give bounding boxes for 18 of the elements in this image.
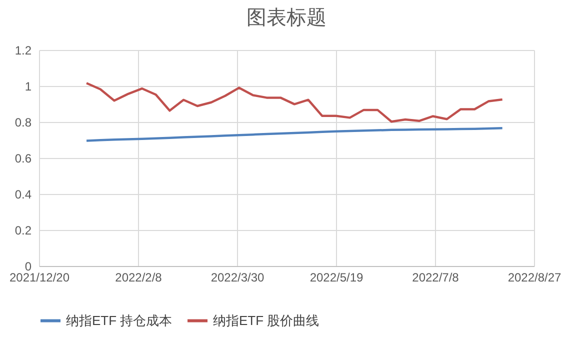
y-tick-label: 1 <box>24 80 32 94</box>
x-tick-label: 2022/8/27 <box>508 270 562 284</box>
y-tick-label: 0.2 <box>14 224 32 238</box>
line-series <box>85 126 504 142</box>
legend-label: 纳指ETF 持仓成本 <box>66 312 172 328</box>
chart-title: 图表标题 <box>246 7 326 29</box>
x-tick-label: 2021/12/20 <box>9 270 70 284</box>
y-tick-label: 0 <box>24 260 32 274</box>
y-tick-label: 0.6 <box>14 152 32 166</box>
y-tick-label: 1.2 <box>14 44 32 58</box>
x-tick-label: 2022/5/19 <box>310 270 364 284</box>
x-tick-label: 2022/7/8 <box>412 270 460 284</box>
line-series <box>85 82 504 123</box>
y-tick-label: 0.4 <box>14 188 32 202</box>
x-tick-label: 2022/3/30 <box>210 270 265 284</box>
legend-label: 纳指ETF 股价曲线 <box>213 312 320 328</box>
y-tick-label: 0.8 <box>14 116 32 130</box>
x-tick-label: 2022/2/8 <box>115 270 162 284</box>
